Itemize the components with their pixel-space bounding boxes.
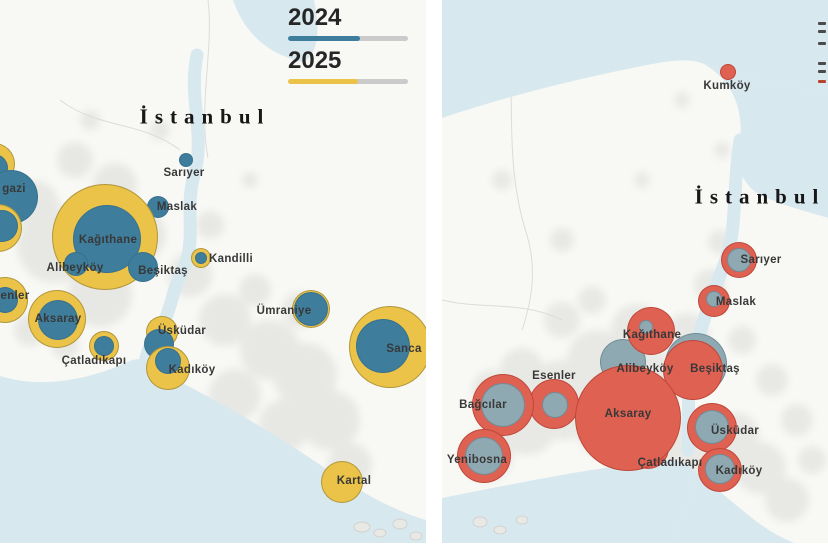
bubble-label-atlad-kap: Çatladıkapı	[637, 457, 703, 469]
bubble-label-sar-yer: Sarıyer	[163, 167, 205, 179]
bubble-label-atlad-kap: Çatladıkapı	[61, 355, 127, 367]
bubble-label-maslak: Maslak	[715, 296, 757, 308]
bubble-sar-yer	[727, 248, 751, 272]
bubble-label-enler: enler	[0, 290, 30, 302]
legend-label-2024: 2024	[288, 4, 342, 31]
bubble-esenler	[542, 392, 568, 418]
bubble-label-sanca: Sanca	[386, 343, 422, 355]
bubble-mraniye	[294, 292, 328, 326]
bubble-kad-k-y	[155, 348, 181, 374]
bubble-ka-thane	[639, 320, 653, 334]
clipped-legend-fragment	[818, 70, 826, 73]
bubble-yenibosna	[465, 437, 503, 475]
bubble-label-sk-dar: Üsküdar	[710, 425, 760, 437]
bubble-sanca	[356, 319, 410, 373]
bubble-label-ka-thane: Kağıthane	[622, 329, 682, 341]
bubble-be-ikta	[128, 252, 158, 282]
bubble-aksaray	[38, 300, 78, 340]
bubble-kandilli	[195, 252, 207, 264]
legend-bar-2025-fill	[288, 79, 358, 84]
bubble-label-esenler: Esenler	[532, 370, 576, 382]
bubble-label-be-ikta: Beşiktaş	[690, 363, 740, 375]
clipped-legend-fragments	[816, 0, 828, 120]
bubble-label-ka-thane: Kağıthane	[78, 234, 138, 246]
bubble-kad-k-y	[705, 454, 735, 484]
bubble-label-kad-k-y: Kadıköy	[715, 465, 763, 477]
bubble-atlad-kap	[94, 336, 114, 356]
bubble-kumk-y	[720, 64, 736, 80]
bubble-label-alibeyk-y: Alibeyköy	[616, 363, 674, 375]
bubble-label-sk-dar: Üsküdar	[157, 325, 207, 337]
clipped-legend-fragment	[818, 80, 826, 83]
bubble-label-maslak: Maslak	[156, 201, 198, 213]
bubble-alibeyk-y	[64, 252, 88, 276]
bubble-label-kumk-y: Kumköy	[703, 80, 751, 92]
left-map-title: İstanbul	[139, 104, 271, 129]
bubble-label-kartal: Kartal	[336, 475, 372, 487]
bubble-aksaray	[575, 365, 681, 471]
bubble-ba-c-lar	[481, 383, 525, 427]
legend: 2024 2025	[288, 6, 408, 92]
bubble-label-ba-c-lar: Bağcılar	[459, 399, 507, 411]
bubble-sk-dar	[695, 410, 729, 444]
bubble-label-sar-yer: Sarıyer	[740, 254, 782, 266]
bubble-label-alibeyk-y: Alibeyköy	[46, 262, 104, 274]
legend-bar-2024-fill	[288, 36, 360, 41]
bubble-label-mraniye: Ümraniye	[256, 305, 312, 317]
legend-bar-2025	[288, 79, 408, 84]
left-map-panel: İstanbul gazi Sarıyer Maslak Kağıthane Alibe…	[0, 0, 426, 543]
right-map-panel: İstanbul Kumköy Sarıyer Maslak Alibeyköy Kağ…	[442, 0, 828, 543]
right-map-title: İstanbul	[694, 184, 826, 209]
bubble-label-yenibosna: Yenibosna	[446, 454, 508, 466]
bubble-label-gazi: gazi	[2, 183, 26, 195]
bubble-label-be-ikta: Beşiktaş	[138, 265, 188, 277]
bubble-sar-yer	[179, 153, 193, 167]
bubble-label-aksaray: Aksaray	[604, 408, 652, 420]
clipped-legend-fragment	[818, 42, 826, 45]
clipped-legend-fragment	[818, 22, 826, 25]
clipped-legend-fragment	[818, 30, 826, 33]
legend-label-2025: 2025	[288, 47, 342, 74]
bubble-maslak	[706, 291, 722, 307]
bubble-label-kandilli: Kandilli	[209, 253, 253, 265]
bubble-label-kad-k-y: Kadıköy	[168, 364, 216, 376]
clipped-legend-fragment	[818, 62, 826, 65]
bubble-kartal	[321, 461, 363, 503]
bubble-label-aksaray: Aksaray	[34, 313, 82, 325]
legend-bar-2024	[288, 36, 408, 41]
